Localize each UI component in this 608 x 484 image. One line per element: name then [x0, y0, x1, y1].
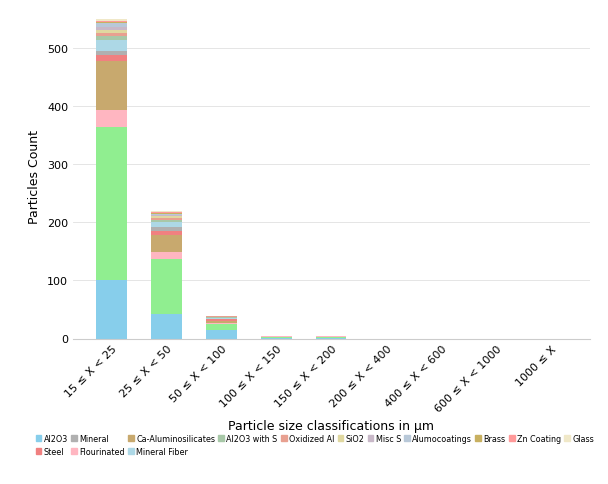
- Bar: [316, 337, 347, 338]
- Bar: [97, 52, 126, 56]
- Bar: [97, 36, 126, 41]
- Bar: [97, 41, 126, 52]
- Bar: [97, 31, 126, 33]
- Bar: [97, 33, 126, 36]
- Bar: [151, 259, 182, 315]
- Bar: [97, 127, 126, 281]
- Bar: [151, 217, 182, 218]
- Bar: [261, 338, 291, 339]
- Bar: [316, 338, 347, 339]
- Bar: [97, 111, 126, 127]
- Bar: [316, 336, 347, 337]
- X-axis label: Particle size classifications in μm: Particle size classifications in μm: [229, 419, 434, 432]
- Bar: [206, 318, 237, 319]
- Bar: [151, 232, 182, 235]
- Bar: [151, 212, 182, 213]
- Bar: [97, 56, 126, 62]
- Bar: [97, 24, 126, 29]
- Bar: [151, 213, 182, 214]
- Bar: [151, 215, 182, 217]
- Bar: [206, 320, 237, 321]
- Bar: [151, 227, 182, 232]
- Bar: [97, 29, 126, 31]
- Bar: [261, 336, 291, 337]
- Bar: [206, 324, 237, 330]
- Bar: [97, 281, 126, 339]
- Bar: [97, 23, 126, 24]
- Bar: [151, 253, 182, 259]
- Y-axis label: Particles Count: Particles Count: [29, 130, 41, 224]
- Bar: [151, 235, 182, 253]
- Bar: [206, 317, 237, 318]
- Bar: [151, 218, 182, 220]
- Bar: [151, 220, 182, 223]
- Bar: [206, 330, 237, 339]
- Bar: [97, 20, 126, 21]
- Bar: [206, 316, 237, 317]
- Bar: [97, 62, 126, 111]
- Bar: [206, 323, 237, 324]
- Bar: [206, 319, 237, 320]
- Bar: [206, 321, 237, 323]
- Bar: [151, 315, 182, 339]
- Bar: [97, 21, 126, 23]
- Bar: [261, 337, 291, 338]
- Bar: [151, 214, 182, 215]
- Legend: Al2O3, Steel, Mineral, Flourinated, Ca-Aluminosilicates, Mineral Fiber, Al2O3 wi: Al2O3, Steel, Mineral, Flourinated, Ca-A…: [36, 434, 594, 455]
- Bar: [151, 223, 182, 227]
